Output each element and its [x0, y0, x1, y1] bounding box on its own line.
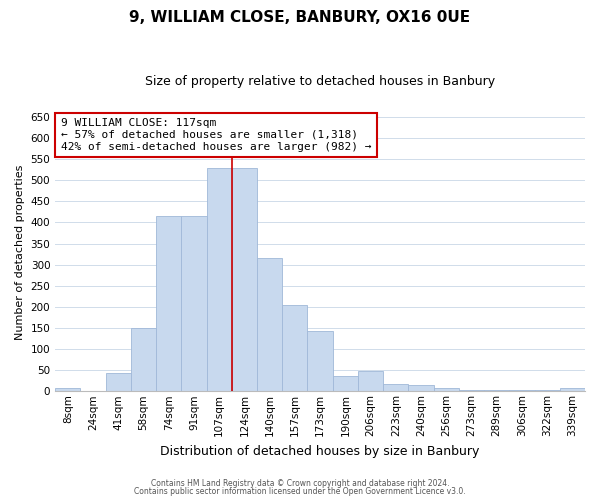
Bar — [535, 390, 560, 392]
Bar — [307, 331, 332, 392]
Bar — [156, 216, 181, 392]
Bar — [257, 258, 282, 392]
Bar — [383, 384, 409, 392]
Bar — [55, 388, 80, 392]
Text: 9 WILLIAM CLOSE: 117sqm
← 57% of detached houses are smaller (1,318)
42% of semi: 9 WILLIAM CLOSE: 117sqm ← 57% of detache… — [61, 118, 371, 152]
X-axis label: Distribution of detached houses by size in Banbury: Distribution of detached houses by size … — [160, 444, 480, 458]
Bar — [358, 370, 383, 392]
Bar — [181, 216, 206, 392]
Title: Size of property relative to detached houses in Banbury: Size of property relative to detached ho… — [145, 75, 495, 88]
Text: 9, WILLIAM CLOSE, BANBURY, OX16 0UE: 9, WILLIAM CLOSE, BANBURY, OX16 0UE — [130, 10, 470, 25]
Bar — [484, 390, 509, 392]
Text: Contains public sector information licensed under the Open Government Licence v3: Contains public sector information licen… — [134, 487, 466, 496]
Bar — [232, 168, 257, 392]
Bar — [459, 390, 484, 392]
Bar — [131, 328, 156, 392]
Bar — [560, 388, 585, 392]
Bar — [509, 390, 535, 392]
Bar — [332, 376, 358, 392]
Text: Contains HM Land Registry data © Crown copyright and database right 2024.: Contains HM Land Registry data © Crown c… — [151, 478, 449, 488]
Bar — [206, 168, 232, 392]
Y-axis label: Number of detached properties: Number of detached properties — [15, 164, 25, 340]
Bar — [434, 388, 459, 392]
Bar — [106, 373, 131, 392]
Bar — [409, 386, 434, 392]
Bar — [282, 305, 307, 392]
